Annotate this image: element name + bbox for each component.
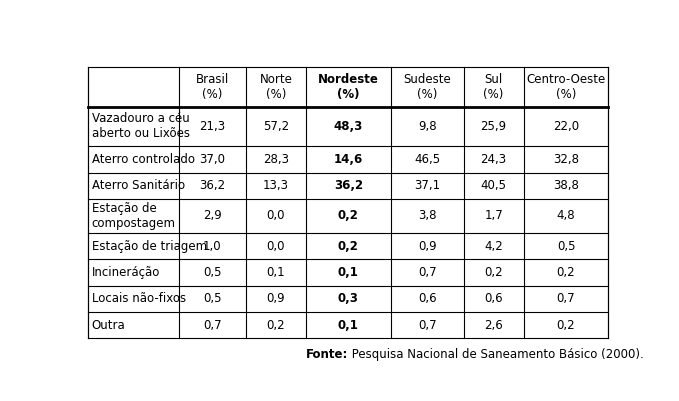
Text: 0,2: 0,2: [557, 319, 575, 332]
Text: 24,3: 24,3: [481, 153, 507, 166]
Text: 46,5: 46,5: [414, 153, 440, 166]
Text: 9,8: 9,8: [418, 120, 437, 133]
Text: 1,0: 1,0: [203, 239, 221, 253]
Text: 22,0: 22,0: [553, 120, 579, 133]
Text: Incineráção: Incineráção: [92, 266, 160, 279]
Text: 1,7: 1,7: [484, 209, 503, 223]
Text: 36,2: 36,2: [199, 179, 225, 192]
Text: Estação de
compostagem: Estação de compostagem: [92, 202, 176, 230]
Text: 0,3: 0,3: [338, 292, 359, 305]
Text: 0,6: 0,6: [418, 292, 437, 305]
Text: 0,2: 0,2: [557, 266, 575, 279]
Text: 0,5: 0,5: [557, 239, 575, 253]
Text: Aterro Sanitário: Aterro Sanitário: [92, 179, 185, 192]
Text: 0,7: 0,7: [557, 292, 575, 305]
Text: 0,9: 0,9: [267, 292, 285, 305]
Text: 37,0: 37,0: [199, 153, 225, 166]
Text: 0,2: 0,2: [267, 319, 285, 332]
Text: Norte
(%): Norte (%): [259, 73, 293, 101]
Text: 2,9: 2,9: [203, 209, 221, 223]
Text: 48,3: 48,3: [333, 120, 363, 133]
Text: Nordeste
(%): Nordeste (%): [318, 73, 379, 101]
Text: Vazadouro a céu
aberto ou Lixões: Vazadouro a céu aberto ou Lixões: [92, 112, 189, 140]
Text: Aterro controlado: Aterro controlado: [92, 153, 195, 166]
Text: 4,8: 4,8: [557, 209, 575, 223]
Text: 3,8: 3,8: [418, 209, 437, 223]
Text: 14,6: 14,6: [333, 153, 363, 166]
Text: 0,1: 0,1: [267, 266, 285, 279]
Text: 32,8: 32,8: [553, 153, 579, 166]
Text: 40,5: 40,5: [481, 179, 507, 192]
Text: 0,2: 0,2: [484, 266, 503, 279]
Text: 0,5: 0,5: [203, 292, 221, 305]
Text: 0,6: 0,6: [484, 292, 503, 305]
Text: 4,2: 4,2: [484, 239, 503, 253]
Text: 0,0: 0,0: [267, 239, 285, 253]
Text: 0,9: 0,9: [418, 239, 437, 253]
Text: 25,9: 25,9: [481, 120, 507, 133]
Text: 37,1: 37,1: [414, 179, 440, 192]
Text: Sudeste
(%): Sudeste (%): [403, 73, 451, 101]
Text: 21,3: 21,3: [199, 120, 225, 133]
Text: Locais não-fixos: Locais não-fixos: [92, 292, 186, 305]
Text: 0,7: 0,7: [418, 319, 437, 332]
Text: 0,2: 0,2: [338, 239, 359, 253]
Text: Brasil
(%): Brasil (%): [196, 73, 229, 101]
Text: 0,0: 0,0: [267, 209, 285, 223]
Text: Estação de triagem: Estação de triagem: [92, 239, 207, 253]
Text: Sul
(%): Sul (%): [483, 73, 504, 101]
Text: Pesquisa Nacional de Saneamento Básico (2000).: Pesquisa Nacional de Saneamento Básico (…: [348, 348, 644, 360]
Text: 0,5: 0,5: [203, 266, 221, 279]
Text: 57,2: 57,2: [263, 120, 289, 133]
Text: 0,2: 0,2: [338, 209, 359, 223]
Text: 2,6: 2,6: [484, 319, 503, 332]
Text: 13,3: 13,3: [263, 179, 289, 192]
Text: Fonte:: Fonte:: [306, 348, 348, 360]
Text: Outra: Outra: [92, 319, 126, 332]
Text: Centro-Oeste
(%): Centro-Oeste (%): [526, 73, 606, 101]
Text: 0,7: 0,7: [203, 319, 221, 332]
Text: 0,7: 0,7: [418, 266, 437, 279]
Text: 38,8: 38,8: [553, 179, 579, 192]
Text: 36,2: 36,2: [334, 179, 363, 192]
Text: 0,1: 0,1: [338, 319, 359, 332]
Text: 28,3: 28,3: [263, 153, 289, 166]
Text: 0,1: 0,1: [338, 266, 359, 279]
